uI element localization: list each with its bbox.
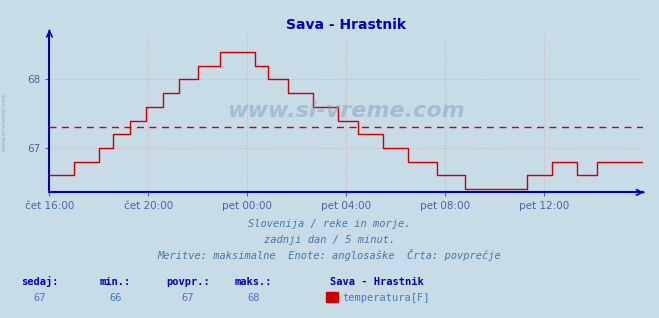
Text: zadnji dan / 5 minut.: zadnji dan / 5 minut.	[264, 235, 395, 245]
Text: min.:: min.:	[100, 277, 131, 287]
Text: sedaj:: sedaj:	[21, 276, 58, 287]
Text: maks.:: maks.:	[235, 277, 272, 287]
Text: povpr.:: povpr.:	[166, 277, 210, 287]
Text: Sava - Hrastnik: Sava - Hrastnik	[330, 277, 423, 287]
Text: 67: 67	[34, 293, 45, 302]
Text: Meritve: maksimalne  Enote: anglosaške  Črta: povprečje: Meritve: maksimalne Enote: anglosaške Čr…	[158, 249, 501, 261]
Text: Slovenija / reke in morje.: Slovenija / reke in morje.	[248, 219, 411, 229]
Text: 68: 68	[248, 293, 260, 302]
Text: 67: 67	[182, 293, 194, 302]
Text: www.si-vreme.com: www.si-vreme.com	[227, 100, 465, 121]
Text: temperatura[F]: temperatura[F]	[343, 293, 430, 302]
Text: 66: 66	[109, 293, 121, 302]
Title: Sava - Hrastnik: Sava - Hrastnik	[286, 18, 406, 32]
Text: www.si-vreme.com: www.si-vreme.com	[2, 91, 7, 151]
